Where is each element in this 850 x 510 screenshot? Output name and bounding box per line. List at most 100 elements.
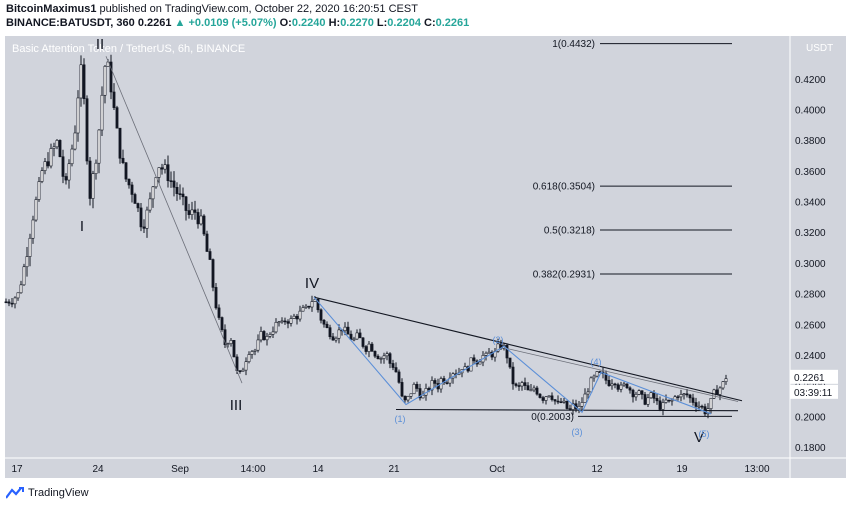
candle-body — [250, 351, 254, 355]
candle-body — [373, 350, 377, 357]
candle-body — [190, 209, 194, 215]
x-tick-label: 13:00 — [744, 464, 769, 475]
last-price: 0.2261 — [137, 17, 172, 29]
candle-body — [43, 161, 47, 171]
candle-body — [592, 375, 596, 379]
minor-wave-label: (2) — [493, 335, 504, 345]
candle-body — [115, 107, 119, 129]
author-name[interactable]: BitcoinMaximus1 — [6, 3, 97, 15]
candle-body — [619, 384, 623, 390]
candle-body — [268, 334, 272, 337]
candle-body — [151, 186, 155, 200]
minor-wave-label: (1) — [395, 414, 406, 424]
price-change: ▲ +0.0109 (+5.07%) — [174, 17, 277, 29]
y-tick-label: 0.3200 — [795, 228, 826, 239]
candle-body — [403, 395, 407, 401]
candle-body — [544, 396, 548, 401]
candle-body — [445, 382, 449, 385]
candle-body — [700, 405, 704, 408]
candle-body — [355, 332, 359, 340]
major-wave-label: IV — [305, 275, 319, 292]
candle-body — [622, 383, 626, 386]
candle-body — [175, 186, 179, 194]
candle-body — [400, 382, 404, 397]
candle-body — [646, 397, 650, 405]
candle-body — [223, 329, 227, 345]
x-tick-label: 14:00 — [240, 464, 265, 475]
candle-body — [46, 161, 50, 167]
candle-body — [283, 320, 287, 323]
tradingview-logo-icon[interactable] — [6, 487, 24, 499]
candle-body — [181, 193, 185, 198]
candle-body — [13, 297, 17, 305]
candle-body — [607, 379, 611, 387]
publish-info: BitcoinMaximus1 published on TradingView… — [6, 3, 418, 15]
candle-body — [34, 199, 38, 221]
candle-body — [208, 251, 212, 260]
candle-body — [286, 321, 290, 324]
x-tick-label: 24 — [92, 464, 104, 475]
candle-body — [541, 397, 545, 401]
candle-body — [484, 352, 488, 356]
candle-body — [685, 393, 689, 396]
candle-body — [589, 377, 593, 393]
candle-body — [55, 140, 59, 148]
candle-body — [391, 363, 395, 368]
candle-body — [565, 400, 569, 409]
footer-brand[interactable]: TradingView — [28, 487, 89, 499]
fib-label: 0.382(0.2931) — [533, 270, 595, 281]
candle-body — [25, 256, 29, 268]
fib-label: 0.5(0.3218) — [544, 225, 595, 236]
candle-body — [628, 387, 632, 391]
candle-body — [304, 305, 308, 308]
candle-body — [187, 210, 191, 215]
candle-body — [361, 337, 365, 347]
minor-wave-label: (5) — [699, 429, 710, 439]
candle-body — [349, 333, 353, 340]
candle-body — [706, 408, 710, 415]
y-tick-label: 0.1800 — [795, 443, 826, 454]
candle-body — [682, 393, 686, 396]
y-tick-label: 0.2000 — [795, 412, 826, 423]
candle-body — [91, 173, 95, 199]
open-label: O: — [279, 17, 292, 29]
last-price-tag — [790, 369, 838, 384]
candle-body — [19, 284, 23, 294]
countdown-tag — [790, 384, 838, 399]
candle-body — [694, 402, 698, 407]
minor-wave-label: (3) — [572, 427, 583, 437]
x-tick-label: Sep — [171, 464, 189, 475]
candle-body — [139, 207, 143, 228]
candle-body — [331, 336, 335, 341]
candle-body — [121, 157, 125, 163]
candle-body — [442, 378, 446, 384]
candle-body — [595, 371, 599, 377]
candle-body — [85, 98, 89, 162]
candle-body — [211, 259, 215, 288]
candle-body — [244, 361, 248, 371]
candle-body — [610, 383, 614, 387]
candle-body — [28, 237, 32, 257]
candle-body — [79, 64, 83, 99]
candle-body — [556, 400, 560, 403]
candle-body — [196, 212, 200, 225]
candle-body — [280, 320, 284, 323]
candle-body — [643, 394, 647, 405]
candle-body — [472, 357, 476, 362]
candle-body — [358, 332, 362, 339]
plot-background — [5, 36, 790, 458]
candle-body — [337, 329, 341, 339]
candle-body — [640, 390, 644, 395]
candle-body — [229, 340, 233, 344]
candle-body — [649, 392, 653, 399]
candle-body — [385, 353, 389, 357]
candle-body — [232, 340, 236, 358]
candle-body — [397, 371, 401, 383]
candle-body — [571, 403, 575, 410]
chart-watermark: Basic Attention Token / TetherUS, 6h, BI… — [12, 43, 245, 55]
last-price-label: 0.2261 — [794, 373, 825, 384]
candle-body — [715, 389, 719, 395]
price-chart[interactable]: Basic Attention Token / TetherUS, 6h, BI… — [0, 0, 850, 484]
candle-body — [721, 381, 725, 389]
candle-body — [688, 394, 692, 399]
